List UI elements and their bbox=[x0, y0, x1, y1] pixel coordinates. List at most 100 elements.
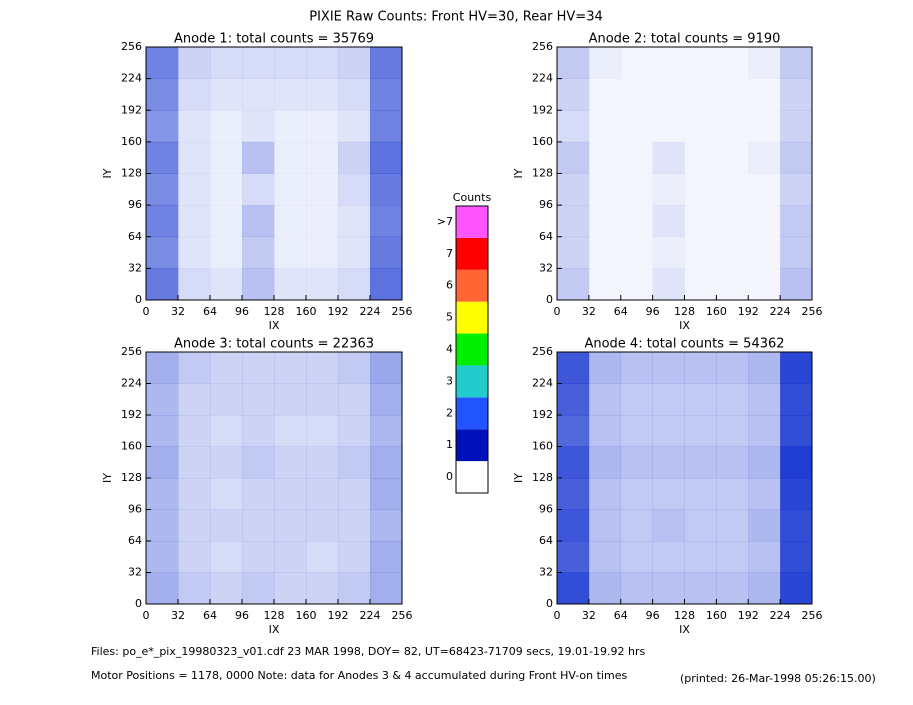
heatmap-cell bbox=[620, 541, 653, 573]
x-axis-label: IX bbox=[269, 623, 280, 636]
heatmap-cell bbox=[210, 352, 243, 384]
y-tick-label: 160 bbox=[121, 440, 142, 453]
colorbar-tick-label: 6 bbox=[446, 279, 453, 292]
x-tick-label: 128 bbox=[674, 609, 695, 622]
heatmap-cell bbox=[748, 236, 781, 269]
heatmap-cell bbox=[748, 47, 781, 79]
heatmap-cell bbox=[370, 236, 403, 269]
heatmap-cell bbox=[716, 415, 749, 447]
heatmap-cell bbox=[210, 541, 243, 573]
figure-title: PIXIE Raw Counts: Front HV=30, Rear HV=3… bbox=[309, 10, 603, 25]
x-tick-label: 160 bbox=[296, 305, 317, 318]
heatmap-cell bbox=[684, 446, 717, 479]
heatmap-cell bbox=[210, 173, 243, 206]
heatmap-cell bbox=[748, 478, 781, 510]
heatmap-cell bbox=[748, 572, 781, 605]
heatmap-cell bbox=[306, 478, 339, 510]
heatmap-cell bbox=[684, 236, 717, 269]
heatmap-cell bbox=[684, 110, 717, 143]
y-tick-label: 192 bbox=[532, 103, 553, 116]
heatmap-cell bbox=[306, 415, 339, 447]
heatmap-cell bbox=[242, 78, 275, 111]
heatmap-cell bbox=[242, 415, 275, 447]
heatmap-cell bbox=[652, 141, 685, 174]
heatmap-cell bbox=[178, 383, 211, 416]
heatmap-cell bbox=[370, 141, 403, 174]
y-tick-label: 96 bbox=[128, 503, 142, 516]
heatmap-cell bbox=[306, 572, 339, 605]
heatmap-cell bbox=[178, 572, 211, 605]
heatmap-cell bbox=[178, 141, 211, 174]
x-axis-label: IX bbox=[269, 319, 280, 332]
heatmap-cell bbox=[780, 141, 813, 174]
heatmap-cell bbox=[557, 383, 590, 416]
y-tick-label: 256 bbox=[532, 345, 553, 358]
heatmap-cell bbox=[716, 47, 749, 79]
x-tick-label: 192 bbox=[328, 305, 349, 318]
heatmap-cell bbox=[370, 509, 403, 542]
x-tick-label: 0 bbox=[554, 305, 561, 318]
colorbar-swatch bbox=[456, 365, 488, 398]
colorbar-swatch bbox=[456, 206, 488, 238]
heatmap-cell bbox=[684, 509, 717, 542]
heatmap-cell bbox=[748, 110, 781, 143]
heatmap-cell bbox=[620, 509, 653, 542]
y-tick-label: 32 bbox=[128, 566, 142, 579]
heatmap-cell bbox=[684, 173, 717, 206]
heatmap-cell bbox=[780, 478, 813, 510]
heatmap-cell bbox=[557, 352, 590, 384]
heatmap-cell bbox=[146, 110, 179, 143]
heatmap-cell bbox=[178, 446, 211, 479]
heatmap-cell bbox=[370, 352, 403, 384]
y-tick-label: 256 bbox=[121, 40, 142, 53]
x-axis-label: IX bbox=[679, 623, 690, 636]
heatmap-cell bbox=[370, 415, 403, 447]
y-tick-label: 0 bbox=[546, 293, 553, 306]
heatmap-cell bbox=[780, 541, 813, 573]
heatmap-cell bbox=[146, 352, 179, 384]
x-tick-label: 160 bbox=[706, 305, 727, 318]
x-tick-label: 0 bbox=[554, 609, 561, 622]
x-tick-label: 96 bbox=[235, 305, 249, 318]
heatmap-cell bbox=[620, 415, 653, 447]
colorbar-tick-label: 2 bbox=[446, 406, 453, 419]
x-tick-label: 224 bbox=[770, 305, 791, 318]
heatmap-cell bbox=[242, 47, 275, 79]
colorbar-swatch bbox=[456, 429, 488, 462]
heatmap-cell bbox=[716, 572, 749, 605]
heatmap-cell bbox=[306, 236, 339, 269]
heatmap-cell bbox=[620, 268, 653, 301]
heatmap-cell bbox=[338, 572, 371, 605]
y-tick-label: 192 bbox=[121, 103, 142, 116]
x-tick-label: 64 bbox=[203, 609, 217, 622]
heatmap-cell bbox=[370, 205, 403, 238]
x-tick-label: 192 bbox=[328, 609, 349, 622]
heatmap-cell bbox=[306, 446, 339, 479]
panel-title: Anode 2: total counts = 9190 bbox=[589, 32, 781, 47]
x-tick-label: 96 bbox=[646, 609, 660, 622]
heatmap-cell bbox=[780, 205, 813, 238]
heatmap-cell bbox=[557, 236, 590, 269]
x-tick-label: 160 bbox=[706, 609, 727, 622]
heatmap-cell bbox=[178, 509, 211, 542]
heatmap-cell bbox=[242, 236, 275, 269]
y-tick-label: 96 bbox=[128, 198, 142, 211]
y-tick-label: 32 bbox=[539, 566, 553, 579]
panel-title: Anode 1: total counts = 35769 bbox=[174, 32, 374, 47]
heatmap-cell bbox=[178, 78, 211, 111]
heatmap-cell bbox=[178, 47, 211, 79]
heatmap-cell bbox=[588, 205, 622, 238]
heatmap-cell bbox=[338, 509, 371, 542]
heatmap-cell bbox=[146, 141, 179, 174]
heatmap-cell bbox=[684, 415, 717, 447]
heatmap-cell bbox=[716, 446, 749, 479]
heatmap-cell bbox=[588, 110, 622, 143]
heatmap-cell bbox=[620, 572, 653, 605]
y-tick-label: 96 bbox=[539, 503, 553, 516]
colorbar-frame bbox=[455, 205, 489, 494]
heatmap-cell bbox=[557, 78, 590, 111]
heatmap-cell bbox=[780, 572, 813, 605]
heatmap-cell bbox=[370, 383, 403, 416]
y-tick-label: 64 bbox=[539, 230, 553, 243]
